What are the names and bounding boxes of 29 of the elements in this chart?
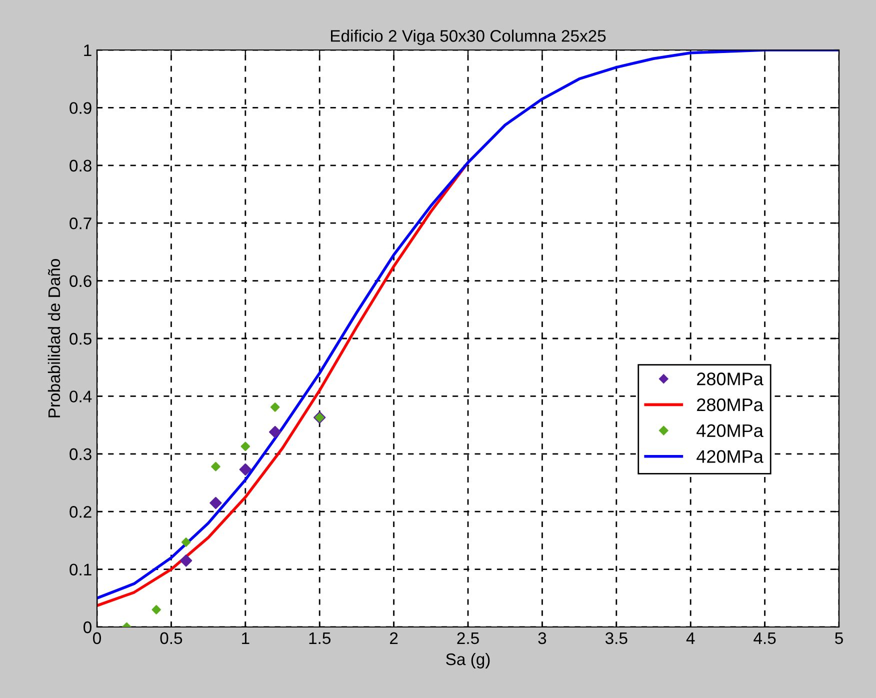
x-tick-label: 5	[835, 632, 843, 644]
y-tick-label: 0.1	[70, 564, 92, 576]
legend-label: 280MPa	[697, 372, 764, 386]
x-tick-label: 0	[93, 632, 101, 644]
x-tick-label: 4.5	[754, 632, 776, 644]
y-tick-label: 0.5	[70, 332, 92, 345]
x-axis-title: Sa (g)	[446, 652, 490, 668]
legend-label: 280MPa	[697, 398, 764, 412]
x-tick-label: 2	[390, 632, 398, 644]
x-tick-label: 2.5	[457, 632, 479, 644]
y-tick-label: 0.6	[70, 275, 92, 288]
x-tick-label: 1	[242, 632, 250, 644]
x-tick-label: 4	[686, 632, 695, 644]
y-tick-label: 0.8	[70, 160, 92, 172]
y-axis-title: Probabilidad de Daño	[48, 259, 60, 418]
y-tick-label: 0	[84, 621, 92, 634]
x-tick-label: 1.5	[309, 632, 330, 644]
y-tick-label: 0.9	[70, 102, 92, 114]
x-tick-label: 3	[538, 632, 546, 644]
y-tick-label: 0.2	[70, 506, 92, 518]
x-tick-label: 3.5	[605, 632, 628, 644]
y-tick-label: 0.4	[70, 390, 92, 402]
y-tick-label: 0.7	[70, 218, 92, 230]
legend-label: 420MPa	[696, 450, 764, 463]
y-tick-label: 0.3	[70, 448, 92, 460]
x-tick-label: 0.5	[160, 632, 182, 644]
y-tick-label: 1	[84, 44, 92, 56]
legend-label: 420MPa	[696, 424, 764, 438]
chart-title: Edificio 2 Viga 50x30 Columna 25x25	[331, 30, 606, 46]
